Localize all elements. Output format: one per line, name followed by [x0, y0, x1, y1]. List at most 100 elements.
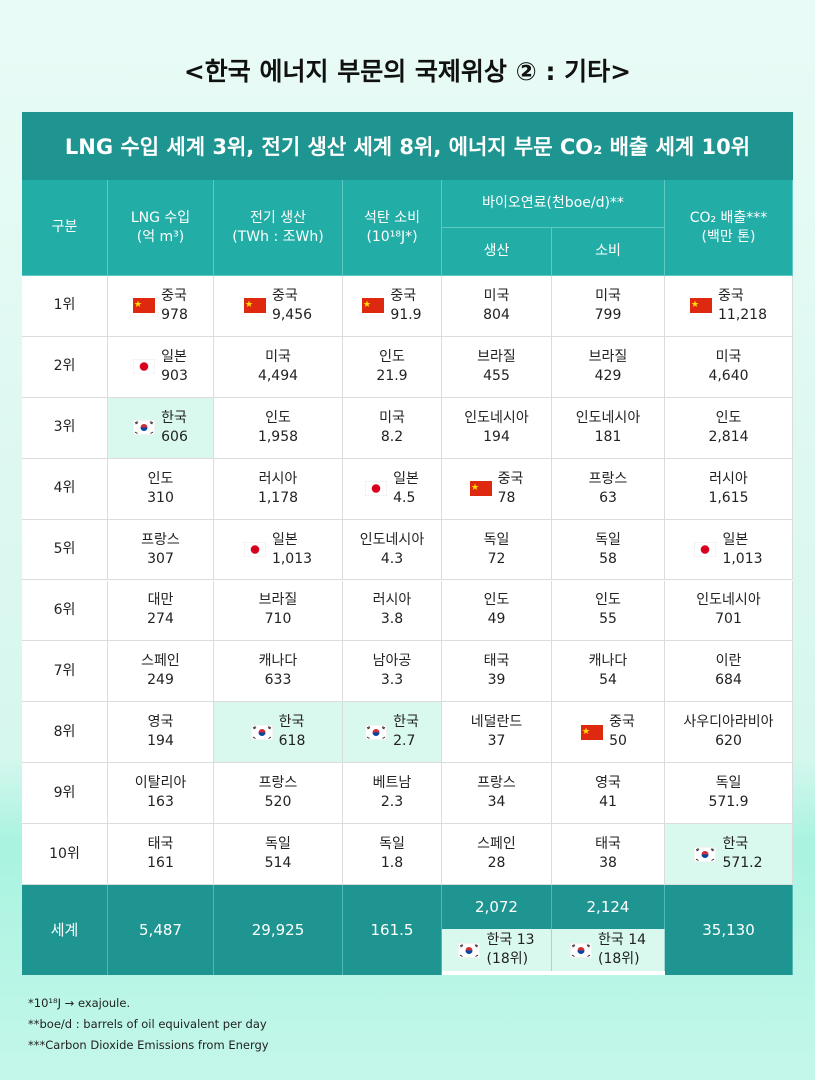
cell-text: 영국 194 — [147, 713, 174, 751]
data-cell: 사우디아라비아 620 — [665, 702, 793, 764]
data-cell: 인도네시아 181 — [552, 397, 665, 459]
data-cell: 인도 2,814 — [665, 397, 793, 459]
cell-text: 태국 161 — [147, 835, 174, 873]
cell-text: 프랑스 34 — [477, 774, 516, 812]
text-line: 미국 — [715, 348, 742, 365]
data-cell: 브라질 710 — [214, 580, 343, 642]
text-line: 독일 — [483, 531, 510, 548]
text-line: 프랑스 — [588, 470, 628, 487]
text-line: 9,456 — [271, 306, 313, 323]
data-cell: 대만 274 — [108, 580, 214, 642]
rank-cell: 2위 — [22, 336, 108, 398]
text-line: 571.9 — [708, 794, 749, 811]
data-cell: 한국 571.2 — [665, 824, 793, 885]
cell-text: 러시아 3.8 — [373, 591, 412, 629]
flag-cn — [690, 298, 712, 314]
cell-text: 2,124 — [587, 898, 630, 917]
flag-kr — [458, 942, 481, 958]
text-line: 633 — [264, 672, 292, 689]
data-cell: 남아공 3.3 — [343, 641, 442, 703]
text-line: 2,072 — [475, 897, 518, 916]
text-line: 구분 — [51, 219, 78, 235]
text-line: 러시아 — [709, 470, 748, 487]
data-cell: 러시아 1,615 — [665, 458, 793, 520]
text-line: 일본 — [722, 531, 749, 548]
text-line: 프랑스 — [477, 775, 516, 792]
text-line: 영국 — [595, 775, 621, 792]
data-cell: 일본 4.5 — [343, 458, 442, 520]
data-cell: 영국 41 — [552, 763, 665, 825]
text-line: 2.7 — [393, 733, 416, 750]
rank-cell: 6위 — [22, 580, 108, 642]
cell-text: 중국 9,456 — [272, 287, 312, 325]
data-cell: 러시아 3.8 — [343, 580, 442, 642]
footer-korea-cell: 한국 14 (18위) — [552, 929, 665, 971]
text-line: 41 — [599, 794, 617, 811]
text-line: 한국 13 — [486, 932, 535, 948]
text-line: 독일 — [715, 775, 742, 792]
cell-text: 구분 — [52, 218, 78, 237]
flag-jp — [133, 359, 156, 375]
text-line: 4위 — [53, 480, 76, 497]
rank-cell: 7위 — [22, 641, 108, 703]
text-line: 78 — [497, 489, 516, 506]
text-line: 일본 — [271, 531, 298, 548]
footer-cell: 2,124 — [552, 885, 665, 929]
data-cell: 태국 39 — [442, 641, 552, 703]
text-line: 캐나다 — [258, 653, 298, 670]
cell-text: 인도 1,958 — [258, 409, 298, 447]
text-line: 72 — [487, 550, 506, 567]
cell-text: 일본 4.5 — [393, 470, 419, 508]
data-cell: 중국 78 — [442, 458, 552, 520]
text-line: 석탄 소비 — [364, 209, 420, 226]
text-line: 606 — [161, 428, 188, 445]
flag-cn — [362, 298, 385, 314]
text-line: 35,130 — [702, 920, 755, 939]
text-line: 6위 — [53, 601, 76, 618]
data-cell: 프랑스 34 — [442, 763, 552, 825]
text-line: 미국 — [483, 287, 510, 304]
text-line: 307 — [147, 550, 174, 567]
text-line: 1위 — [53, 297, 76, 314]
text-line: 161 — [147, 855, 174, 872]
text-line: 455 — [483, 367, 510, 384]
cell-text: 인도 21.9 — [376, 348, 407, 386]
data-cell: 태국 161 — [108, 824, 214, 885]
text-line: 프랑스 — [258, 775, 298, 792]
data-cell: 인도 55 — [552, 580, 665, 642]
header-cell: 생산 — [442, 228, 552, 276]
banner: LNG 수입 세계 3위, 전기 생산 세계 8위, 에너지 부문 CO₂ 배출… — [22, 112, 793, 180]
data-cell: 일본 903 — [108, 336, 214, 398]
text-line: 독일 — [265, 836, 291, 853]
text-line: (18위) — [597, 951, 640, 967]
text-line: 인도 — [379, 348, 405, 365]
cell-text: 브라질 455 — [477, 348, 516, 386]
data-cell: 한국 618 — [214, 702, 343, 764]
data-cell: 네덜란드 37 — [442, 702, 552, 764]
note: *10¹⁸J → exajoule. — [28, 996, 131, 1010]
cell-text: 중국 78 — [498, 470, 524, 508]
text-line: 21.9 — [376, 367, 408, 384]
text-line: 5위 — [53, 541, 76, 558]
cell-text: 스페인 249 — [141, 652, 180, 690]
cell-text: 바이오연료(천boe/d)** — [482, 194, 624, 213]
text-line: 163 — [147, 794, 174, 811]
data-cell: 브라질 455 — [442, 336, 552, 398]
data-cell: 캐나다 54 — [552, 641, 665, 703]
cell-text: 인도 310 — [147, 470, 174, 508]
text-line: 인도네시아 — [696, 592, 761, 609]
cell-text: CO₂ 배출*** (백만 톤) — [690, 209, 768, 247]
flag-cn — [581, 724, 604, 740]
cell-text: 4위 — [54, 479, 76, 498]
text-line: 10위 — [49, 845, 80, 862]
table: LNG 수입 세계 3위, 전기 생산 세계 8위, 에너지 부문 CO₂ 배출… — [22, 112, 793, 975]
text-line: 38 — [599, 855, 617, 872]
data-cell: 인도 1,958 — [214, 397, 343, 459]
title: <한국 에너지 부문의 국제위상 ② : 기타> — [183, 57, 632, 86]
text-line: 브라질 — [477, 348, 516, 365]
data-cell: 스페인 28 — [442, 824, 552, 885]
footer-cell: 161.5 — [343, 885, 442, 975]
text-line: 4,640 — [708, 367, 749, 384]
data-cell: 독일 1.8 — [343, 824, 442, 885]
